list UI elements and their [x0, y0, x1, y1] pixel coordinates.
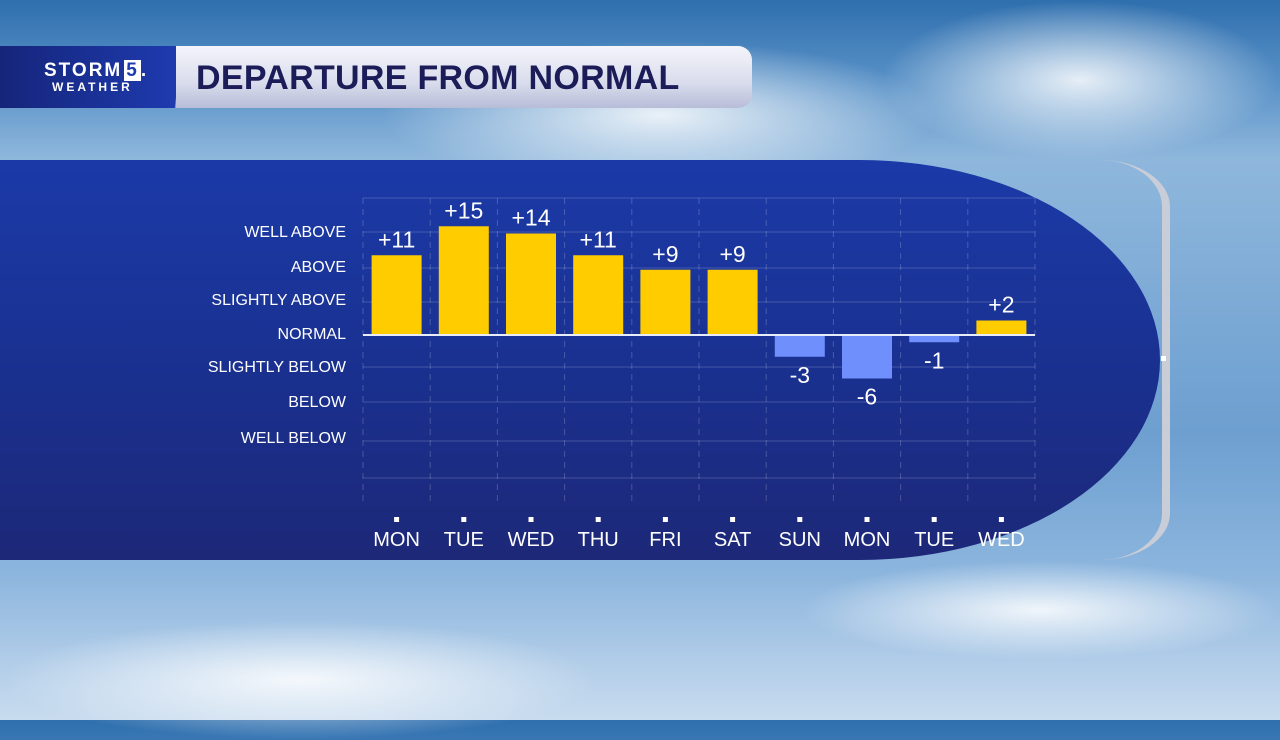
y-category-label: SLIGHTLY ABOVE — [211, 292, 346, 309]
tick-mark — [461, 517, 467, 522]
y-category-label: ABOVE — [290, 259, 346, 276]
value-label: +2 — [988, 292, 1014, 318]
tick-mark — [595, 517, 601, 522]
x-tick-label: TUE — [914, 529, 954, 551]
value-label: +9 — [652, 241, 678, 267]
y-category-label: WELL ABOVE — [244, 224, 346, 241]
tick-mark — [864, 517, 870, 522]
x-tick-label: WED — [508, 529, 555, 551]
bar — [774, 335, 825, 357]
tick-mark — [797, 517, 803, 522]
title-bar: DEPARTURE FROM NORMAL — [176, 46, 752, 108]
bar — [909, 335, 960, 343]
bar — [573, 255, 624, 335]
cloud — [800, 560, 1280, 660]
y-category-label: SLIGHTLY BELOW — [207, 359, 346, 376]
value-label: +14 — [511, 205, 550, 231]
tick-mark — [662, 517, 668, 522]
tick-mark — [998, 517, 1004, 522]
storm5-logo: STORM 5. WEATHER — [0, 46, 182, 108]
value-label: +11 — [580, 226, 617, 252]
bar — [976, 320, 1027, 335]
x-tick-label: SAT — [714, 529, 751, 551]
cloud — [0, 620, 600, 740]
x-tick-label: FRI — [649, 529, 681, 551]
tick-mark — [730, 517, 736, 522]
bar — [640, 269, 691, 335]
value-label: -3 — [790, 362, 810, 388]
bar-chart: +11 MON +15 TUE +14 WED +11 THU +9 FRI +9 SAT -3 SUN -… — [362, 197, 1166, 551]
bar — [371, 255, 422, 335]
y-category-label: NORMAL — [277, 326, 346, 343]
tick-mark — [931, 517, 937, 522]
page-title: DEPARTURE FROM NORMAL — [196, 59, 680, 97]
x-tick-label: THU — [578, 529, 619, 551]
bar — [438, 226, 489, 335]
header: STORM 5. WEATHER DEPARTURE FROM NORMAL — [0, 46, 752, 108]
value-label: -6 — [857, 384, 877, 410]
x-tick-label: WED — [978, 529, 1025, 551]
bar — [506, 233, 556, 335]
value-label: +11 — [378, 226, 415, 252]
x-tick-label: MON — [373, 529, 420, 551]
chart-panel: WELL ABOVE ABOVE SLIGHTLY ABOVE NORMAL SLIGH… — [0, 160, 1280, 560]
y-category-label: BELOW — [288, 394, 346, 411]
bar — [842, 335, 892, 379]
x-tick-label: SUN — [779, 529, 821, 551]
tick-mark — [528, 517, 534, 522]
x-tick-label: MON — [844, 529, 891, 551]
marker-dot — [1161, 356, 1166, 361]
value-label: +9 — [719, 241, 745, 267]
bar — [707, 269, 758, 335]
value-label: -1 — [924, 347, 944, 373]
y-category-label: WELL BELOW — [240, 430, 346, 447]
tick-mark — [394, 517, 400, 522]
cloud — [880, 0, 1280, 160]
value-label: +15 — [444, 197, 483, 223]
x-tick-label: TUE — [444, 529, 484, 551]
